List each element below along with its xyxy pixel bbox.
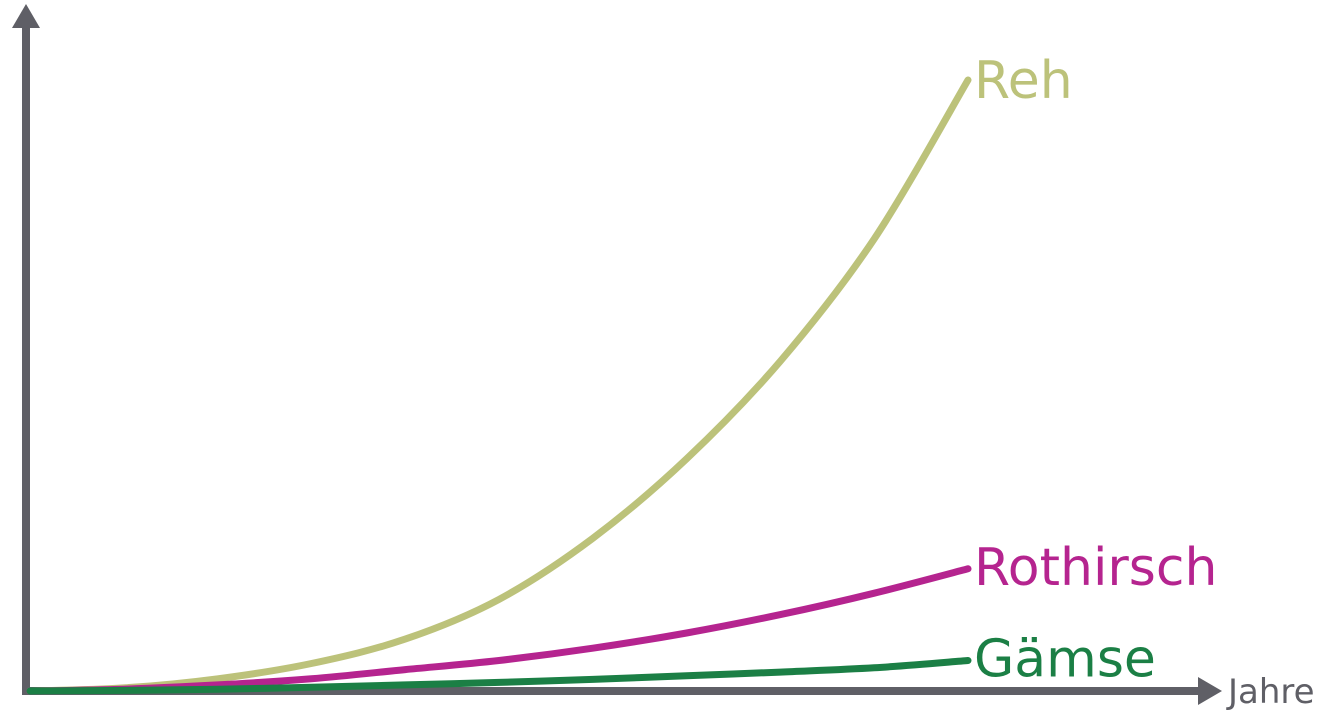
- series-label-rothirsch: Rothirsch: [974, 538, 1217, 598]
- series-line-reh: [26, 76, 972, 695]
- series-label-reh: Reh: [974, 51, 1073, 111]
- series-line-g-mse: [26, 657, 972, 695]
- axes: Jahre: [12, 4, 1315, 711]
- x-axis-label: Jahre: [1226, 672, 1315, 711]
- series-layer: Reh Rothirsch Gämse: [26, 51, 1217, 695]
- y-axis-arrow: [12, 4, 40, 28]
- x-axis-arrow: [1198, 677, 1222, 705]
- series-label-g-mse: Gämse: [974, 630, 1156, 690]
